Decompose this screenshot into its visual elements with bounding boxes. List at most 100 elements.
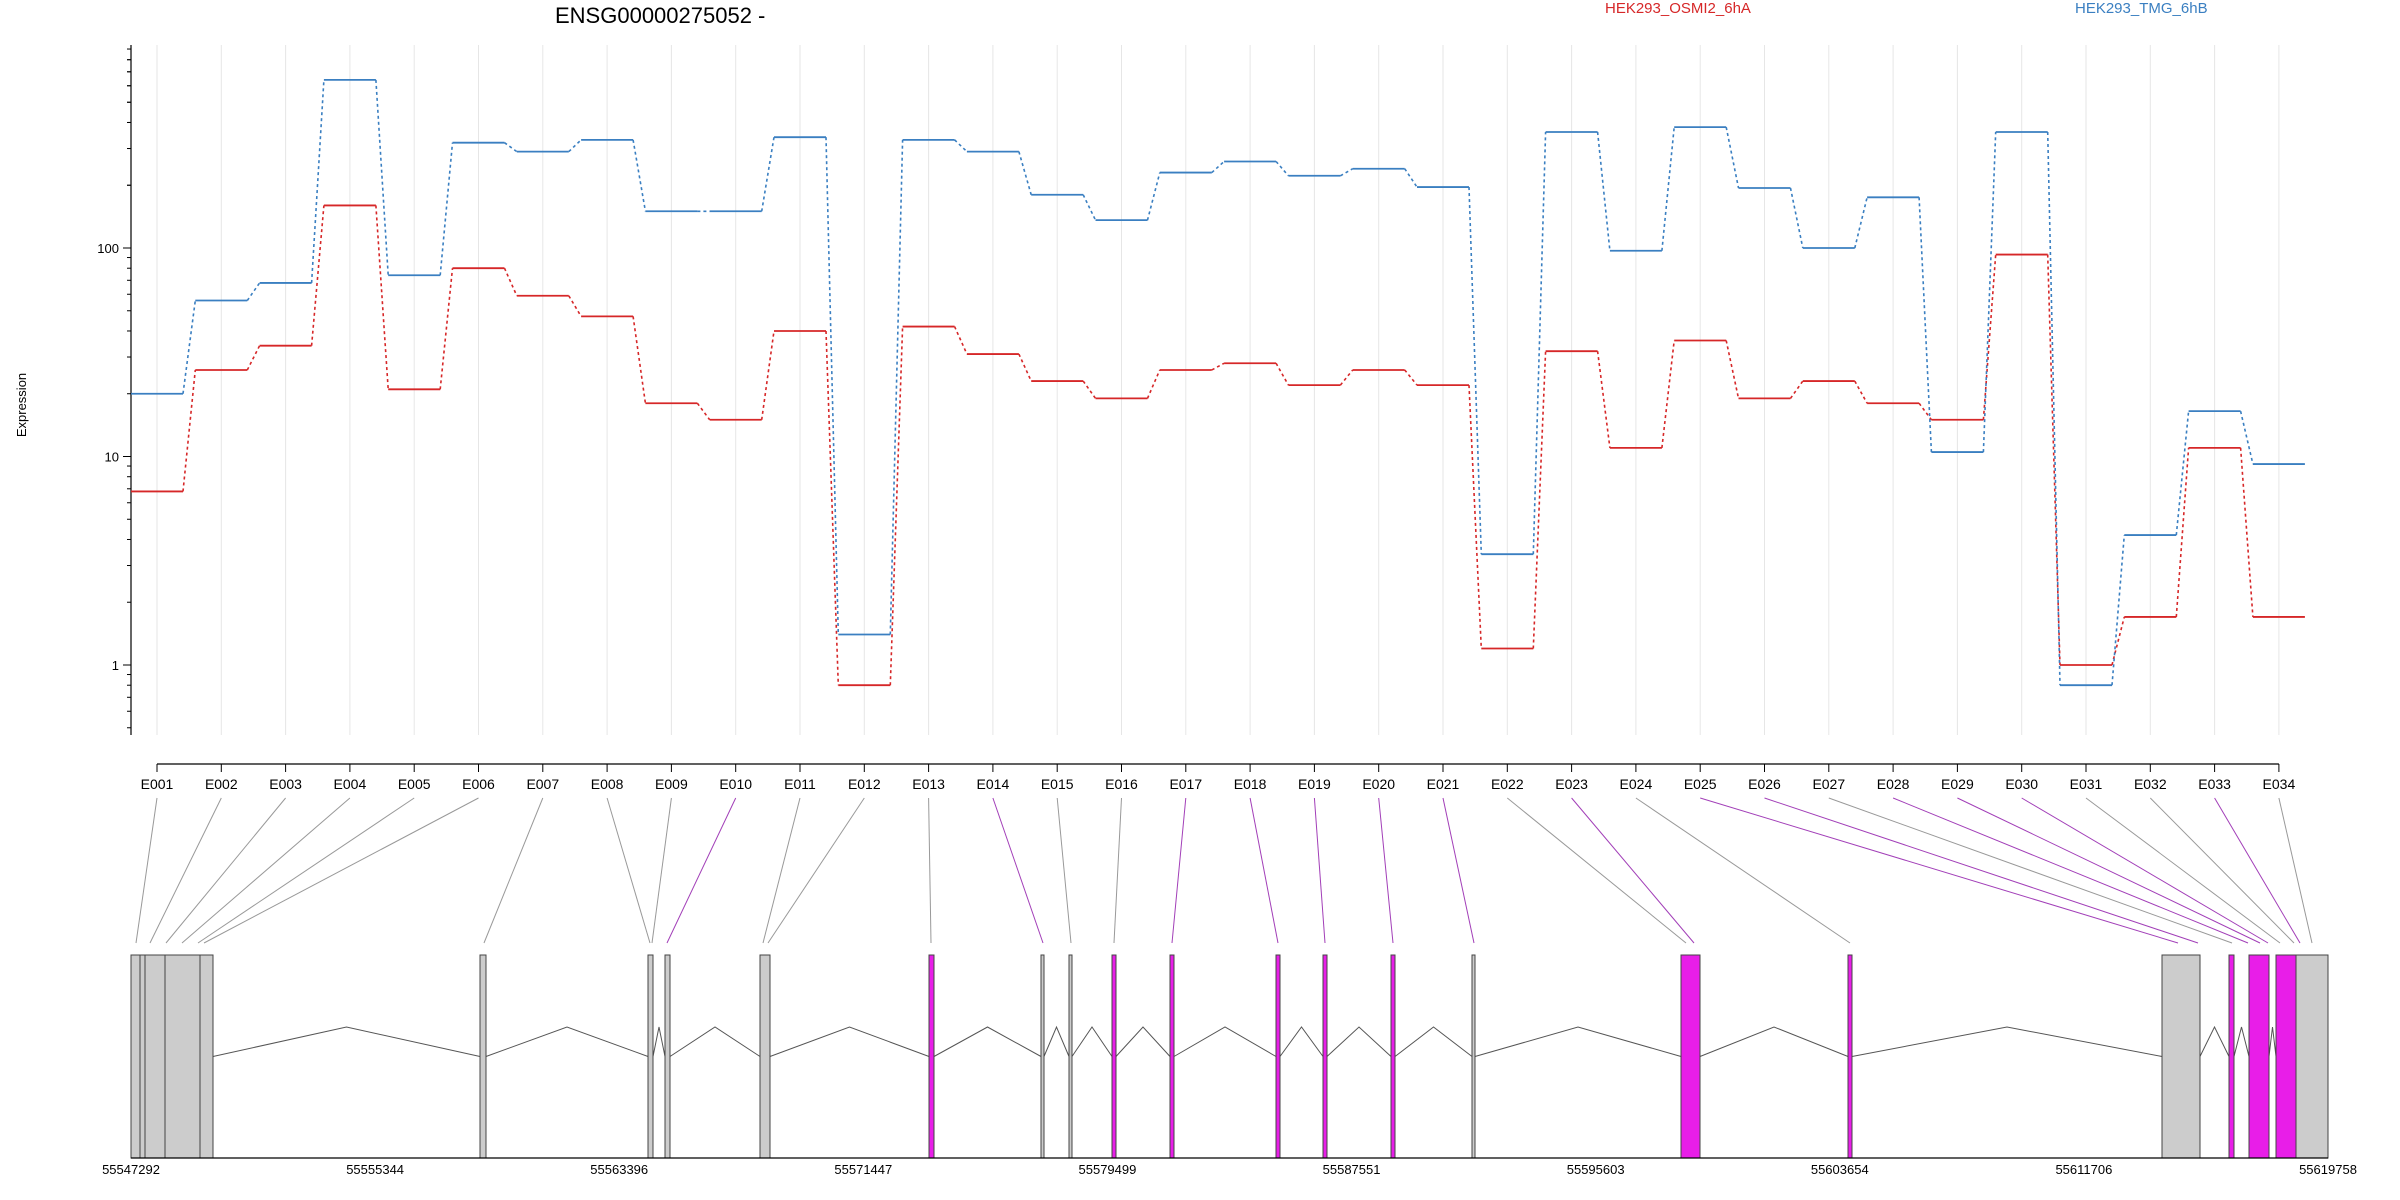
connector-line — [928, 797, 932, 944]
series-transition-segment — [1404, 369, 1418, 386]
intron-line — [2268, 1026, 2277, 1057]
intron-line — [1851, 1026, 2163, 1057]
connector-line — [606, 797, 651, 944]
exon-axis-label: E020 — [1362, 776, 1395, 792]
series-tmg-6hb — [131, 79, 2305, 687]
exon-box — [1471, 954, 1476, 1159]
series-transition-segment — [760, 137, 775, 212]
y-tick-label: 10 — [105, 450, 119, 465]
series-transition-segment — [1982, 131, 1997, 453]
series-transition-segment — [2239, 410, 2254, 465]
series-transition-segment — [825, 137, 840, 635]
series-transition-segment — [504, 142, 518, 153]
highlighted-exon-box — [928, 954, 935, 1159]
connector-line — [1506, 797, 1687, 944]
exon-axis-label: E027 — [1812, 776, 1845, 792]
exon-axis-label: E014 — [977, 776, 1010, 792]
series-transition-segment — [439, 268, 454, 390]
intron-line — [1326, 1026, 1392, 1057]
series-transition-segment — [1854, 380, 1868, 404]
highlighted-exon-box — [1169, 954, 1175, 1159]
highlighted-exon-box — [1322, 954, 1328, 1159]
series-transition-segment — [1725, 340, 1740, 399]
intron-line — [1699, 1026, 1849, 1057]
exon-axis-label: E002 — [205, 776, 238, 792]
exon-box — [664, 954, 671, 1159]
series-transition-segment — [760, 330, 775, 420]
series-transition-segment — [2175, 447, 2190, 618]
chart-axes: 1 10 100 — [97, 45, 132, 735]
y-tick-label: 100 — [97, 241, 119, 256]
highlighted-exon-box — [1680, 954, 1701, 1159]
series-transition-segment — [632, 139, 647, 212]
exon-axis: E001 E002 E003 E004 E005 E006 E007 E008 E009 E010… — [141, 763, 2296, 792]
series-transition-segment — [1340, 168, 1354, 177]
highlighted-connector-line — [1892, 797, 2249, 944]
legend-entry-hek293-osmi2-6ha: HEK293_OSMI2_6hA — [1605, 0, 1751, 17]
intron-line — [769, 1026, 930, 1057]
genomic-coordinate-label: 55603654 — [1811, 1162, 1869, 1177]
y-tick-label: 1 — [112, 658, 119, 673]
intron-line — [1043, 1025, 1070, 1057]
series-transition-segment — [1146, 369, 1161, 399]
series-transition-segment — [375, 79, 389, 276]
chart-series — [131, 79, 2305, 687]
series-transition-segment — [1532, 351, 1547, 649]
connector-line — [1113, 797, 1122, 944]
exon-axis-label: E012 — [848, 776, 881, 792]
connector-line — [181, 797, 351, 944]
exon-axis-label: E034 — [2263, 776, 2296, 792]
intron-line — [669, 1026, 761, 1057]
series-transition-segment — [825, 330, 840, 686]
exon-axis-label: E022 — [1491, 776, 1524, 792]
exon-axis-label: E026 — [1748, 776, 1781, 792]
exon-box — [759, 954, 771, 1159]
series-transition-segment — [696, 402, 711, 421]
connector-line — [197, 797, 415, 944]
intron-line — [212, 1026, 481, 1057]
legend-entry-hek293-tmg-6hb: HEK293_TMG_6hB — [2075, 0, 2208, 17]
highlighted-connector-line — [1378, 797, 1394, 944]
series-transition-segment — [1275, 160, 1290, 177]
connector-line — [762, 797, 801, 944]
highlighted-connector-line — [1700, 797, 2179, 944]
exon-axis-label: E031 — [2070, 776, 2103, 792]
highlighted-connector-line — [1313, 797, 1326, 944]
exon-axis-label: E013 — [912, 776, 945, 792]
highlighted-exon-box — [1111, 954, 1117, 1159]
genomic-coordinate-axis: 55547292 55555344 55563396 55571447 55579499… — [102, 1162, 2357, 1177]
series-transition-segment — [1918, 402, 1933, 421]
highlighted-connector-line — [2021, 797, 2269, 944]
connector-line — [1828, 797, 2233, 944]
genomic-coordinate-label: 55563396 — [590, 1162, 648, 1177]
connector-line — [651, 797, 672, 944]
intron-line — [1173, 1026, 1277, 1057]
exon-axis-label: E032 — [2134, 776, 2167, 792]
genomic-coordinate-label: 55619758 — [2299, 1162, 2357, 1177]
series-transition-segment — [375, 205, 389, 390]
series-transition-segment — [503, 267, 518, 297]
genomic-coordinate-label: 55547292 — [102, 1162, 160, 1177]
exon-axis-label: E019 — [1298, 776, 1331, 792]
series-transition-segment — [2175, 411, 2190, 536]
series-transition-segment — [310, 205, 325, 346]
exon-axis-label: E025 — [1684, 776, 1717, 792]
highlighted-connector-line — [992, 797, 1044, 944]
highlighted-connector-line — [666, 797, 737, 944]
series-transition-segment — [568, 295, 582, 317]
exon-axis-label: E004 — [334, 776, 367, 792]
series-transition-segment — [1082, 380, 1097, 399]
series-osmi2-6ha — [131, 204, 2305, 687]
highlighted-connector-line — [1171, 797, 1187, 944]
series-transition-segment — [1661, 127, 1675, 251]
connector-line — [767, 797, 865, 944]
connector-line — [203, 797, 479, 944]
exon-axis-label: E005 — [398, 776, 431, 792]
exon-box — [647, 954, 654, 1159]
intron-line — [2233, 1026, 2250, 1057]
intron-line — [933, 1026, 1042, 1057]
genomic-coordinate-label: 55595603 — [1567, 1162, 1625, 1177]
series-transition-segment — [1211, 160, 1225, 174]
series-transition-segment — [1146, 172, 1161, 221]
